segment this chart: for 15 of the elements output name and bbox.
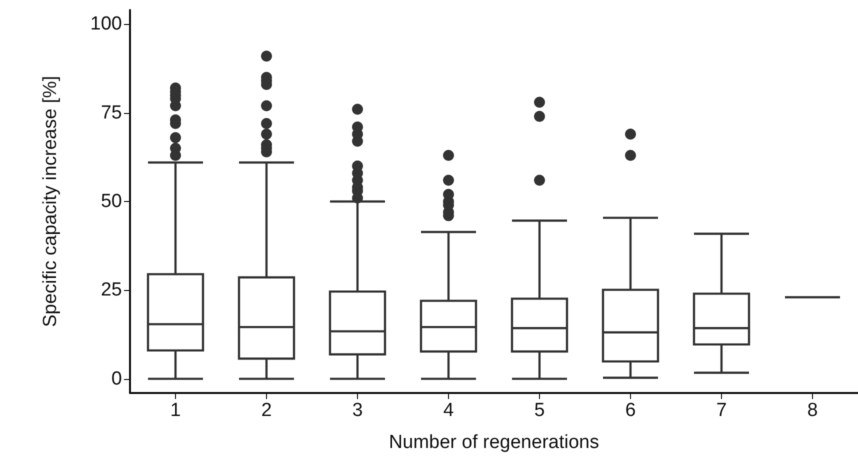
x-axis-title: Number of regenerations (388, 432, 600, 453)
x-tick-label: 8 (807, 400, 818, 421)
x-tick-label: 3 (352, 400, 363, 421)
y-tick-label: 25 (100, 280, 122, 301)
x-tick-label: 2 (261, 400, 272, 421)
x-tick-label: 1 (170, 400, 181, 421)
x-tick-label: 6 (625, 400, 636, 421)
x-tick-label: 5 (534, 400, 545, 421)
y-tick-label: 75 (100, 102, 122, 124)
x-tick-label: 7 (716, 400, 727, 421)
y-tick-label: 100 (90, 14, 122, 35)
y-axis-title: Specific capacity increase [%] (40, 76, 61, 328)
y-tick-label: 0 (111, 368, 122, 390)
y-tick-label: 50 (100, 191, 122, 212)
x-tick-label: 4 (443, 400, 454, 421)
